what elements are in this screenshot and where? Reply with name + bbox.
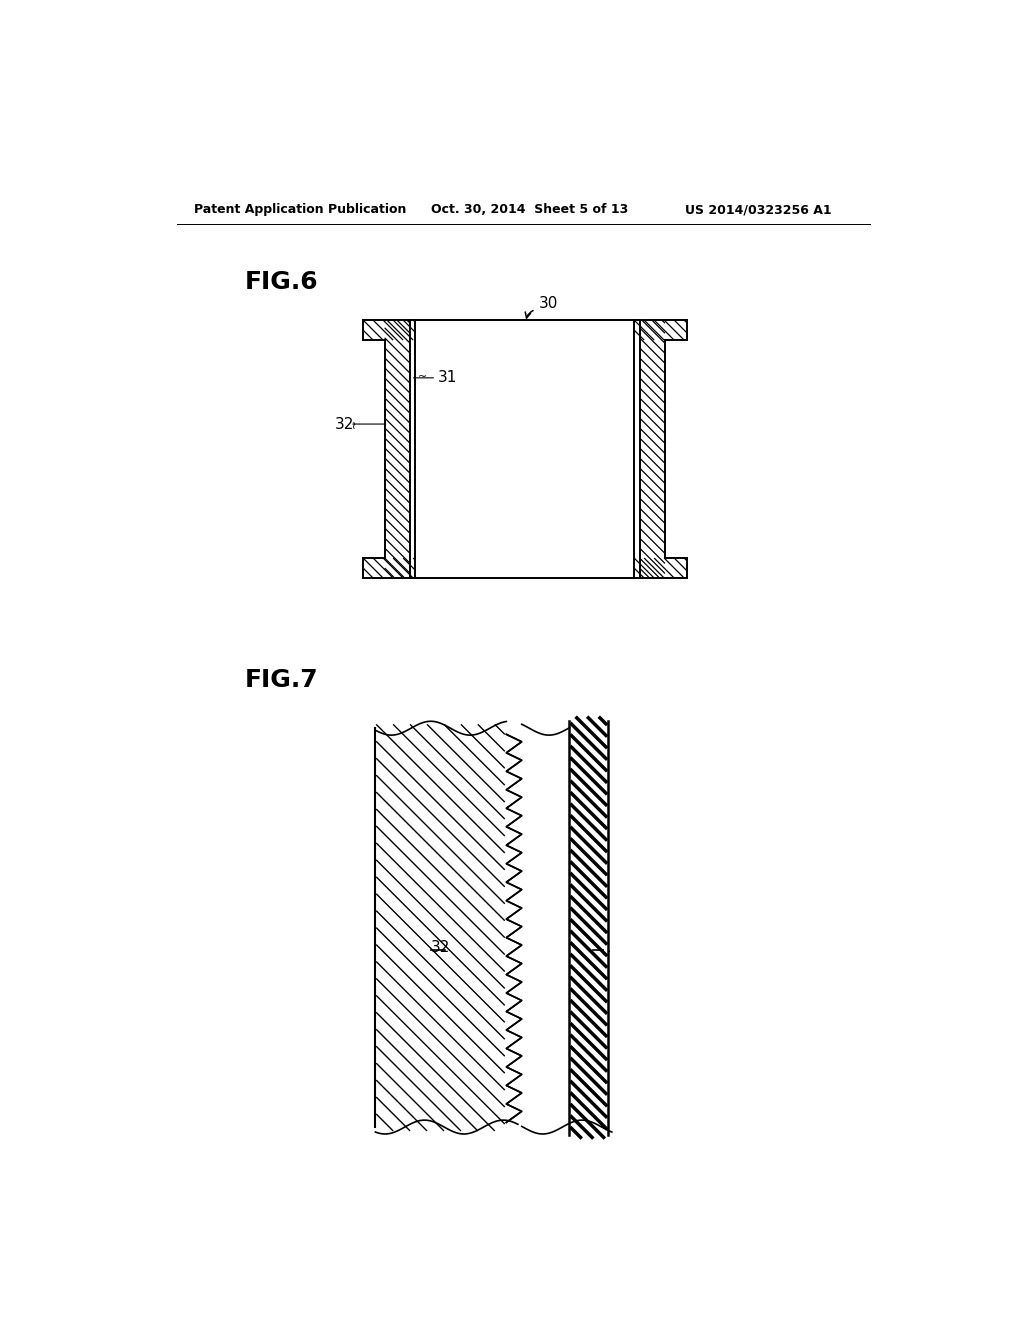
Bar bbox=[569, 717, 608, 1139]
Bar bbox=[364, 321, 385, 341]
Text: ~: ~ bbox=[418, 372, 427, 381]
Text: 33: 33 bbox=[539, 801, 558, 817]
Bar bbox=[665, 321, 686, 341]
Text: 31: 31 bbox=[593, 940, 612, 954]
Bar bbox=[364, 558, 385, 578]
Text: 32: 32 bbox=[335, 417, 354, 432]
Bar bbox=[372, 713, 611, 1143]
Text: Oct. 30, 2014  Sheet 5 of 13: Oct. 30, 2014 Sheet 5 of 13 bbox=[431, 203, 628, 216]
Text: US 2014/0323256 A1: US 2014/0323256 A1 bbox=[685, 203, 831, 216]
Bar bbox=[410, 321, 416, 578]
Bar bbox=[416, 321, 634, 578]
Text: ~: ~ bbox=[350, 418, 360, 428]
Text: FIG.6: FIG.6 bbox=[245, 269, 318, 293]
Text: ~: ~ bbox=[525, 807, 535, 816]
Bar bbox=[521, 717, 570, 1139]
Bar bbox=[634, 321, 640, 578]
Text: FIG.7: FIG.7 bbox=[245, 668, 318, 693]
Text: 30: 30 bbox=[539, 296, 558, 310]
Text: Patent Application Publication: Patent Application Publication bbox=[195, 203, 407, 216]
Bar bbox=[376, 725, 523, 1131]
Text: 32: 32 bbox=[431, 940, 451, 954]
Bar bbox=[665, 558, 686, 578]
Text: 31: 31 bbox=[438, 371, 457, 385]
